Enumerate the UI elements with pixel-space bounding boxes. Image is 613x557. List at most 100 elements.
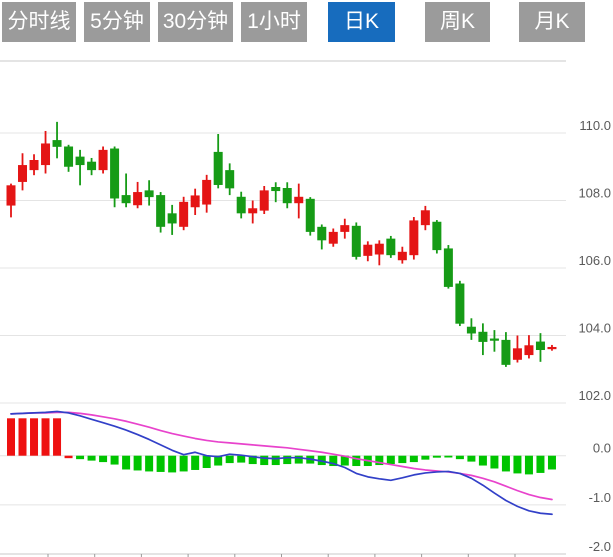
candle-body <box>121 195 131 204</box>
dif-line <box>10 410 553 516</box>
interval-tab-bar: 分时线 5分钟 30分钟 1小时 日K 周K 月K <box>0 2 613 42</box>
candle-body <box>524 345 534 356</box>
macd-histogram-bar <box>237 455 246 463</box>
macd-histogram-bar <box>30 418 39 456</box>
macd-histogram-bar <box>524 455 533 475</box>
macd-histogram-bar <box>179 455 188 472</box>
candle-body <box>179 201 189 227</box>
macd-histogram-bar <box>547 455 556 470</box>
tab-timeline[interactable]: 分时线 <box>2 2 76 42</box>
candle-body <box>432 221 442 251</box>
candle-body <box>328 231 338 244</box>
price-tick-label: 102.0 <box>578 388 611 403</box>
candle-body <box>363 244 373 256</box>
candle-body <box>443 248 453 287</box>
macd-histogram-bar <box>283 455 292 465</box>
candle-body <box>98 149 108 171</box>
macd-histogram-bar <box>421 455 430 460</box>
candle-body <box>340 225 350 232</box>
candle-body <box>282 188 292 204</box>
macd-histogram-bar <box>248 455 257 465</box>
macd-histogram-bar <box>145 455 154 472</box>
candle-body <box>190 195 200 208</box>
candle-body <box>466 326 476 334</box>
macd-histogram-bar <box>375 455 384 466</box>
candle-body <box>6 185 16 206</box>
candle-body <box>351 225 361 257</box>
macd-histogram-bar <box>432 455 441 458</box>
macd-histogram-bar <box>214 455 223 466</box>
candle-body <box>317 226 327 241</box>
macd-histogram-bar <box>225 455 234 464</box>
candle-body <box>110 148 120 199</box>
candle-body <box>52 140 62 147</box>
tab-1hour[interactable]: 1小时 <box>241 2 307 42</box>
candle-body <box>75 156 85 166</box>
macd-histogram-bar <box>41 418 50 456</box>
tab-weekly-k[interactable]: 周K <box>425 2 490 42</box>
macd-histogram-bar <box>490 455 499 469</box>
candle-body <box>455 283 465 324</box>
macd-histogram-bar <box>478 455 487 466</box>
candle-body <box>202 179 212 205</box>
candle-body <box>144 190 154 198</box>
candle-body <box>18 165 28 182</box>
candle-body <box>156 195 166 227</box>
macd-histogram-bar <box>329 455 338 467</box>
macd-histogram-bar <box>536 455 545 473</box>
macd-histogram-bar <box>271 455 280 466</box>
price-tick-label: 106.0 <box>578 253 611 268</box>
macd-histogram-bar <box>191 455 200 470</box>
macd-histogram-bar <box>110 455 119 465</box>
macd-histogram-bar <box>168 455 177 473</box>
macd-histogram-bar <box>18 418 27 456</box>
macd-histogram-bar <box>202 455 211 468</box>
macd-histogram-bar <box>340 455 349 466</box>
candle-body <box>374 243 384 255</box>
macd-histogram-bar <box>53 418 62 456</box>
candle-body <box>397 251 407 261</box>
tab-30min[interactable]: 30分钟 <box>158 2 233 42</box>
candle-body <box>87 161 97 171</box>
candle-body <box>133 192 143 206</box>
macd-histogram-bar <box>294 455 303 464</box>
candle-body <box>409 220 419 256</box>
macd-histogram-bar <box>260 455 269 466</box>
macd-histogram-bar <box>133 455 142 471</box>
price-tick-label: 104.0 <box>578 321 611 336</box>
macd-histogram-bar <box>7 418 15 456</box>
macd-histogram-bar <box>398 455 407 464</box>
macd-histogram-bar <box>455 455 464 460</box>
macd-histogram-bar <box>467 455 476 462</box>
candle-body <box>512 348 522 360</box>
candle-body <box>259 190 269 211</box>
macd-histogram-bar <box>409 455 418 463</box>
candle-body <box>64 146 74 167</box>
macd-histogram-bar <box>386 455 395 465</box>
candle-body <box>225 170 235 189</box>
candle-body <box>213 151 223 185</box>
candle-body <box>294 196 304 204</box>
macd-tick-label: -2.0 <box>589 539 611 554</box>
macd-histogram-bar <box>501 455 510 472</box>
candle-body <box>167 213 177 224</box>
candle-body <box>535 341 545 351</box>
candle-body <box>41 143 51 166</box>
candle-body <box>305 198 315 232</box>
candle-body <box>236 196 246 214</box>
macd-histogram-bar <box>513 455 522 474</box>
macd-tick-label: -1.0 <box>589 490 611 505</box>
macd-histogram-bar <box>122 455 131 470</box>
candle-body <box>420 210 430 226</box>
candle-body <box>386 238 396 256</box>
candle-body <box>29 160 39 171</box>
tab-monthly-k[interactable]: 月K <box>519 2 585 42</box>
candle-body <box>478 331 488 342</box>
candle-body <box>271 187 281 192</box>
tab-5min[interactable]: 5分钟 <box>84 2 150 42</box>
tab-daily-k[interactable]: 日K <box>328 2 395 42</box>
macd-histogram-bar <box>156 455 165 472</box>
macd-tick-label: 0.0 <box>593 441 611 456</box>
candle-body <box>248 208 258 214</box>
